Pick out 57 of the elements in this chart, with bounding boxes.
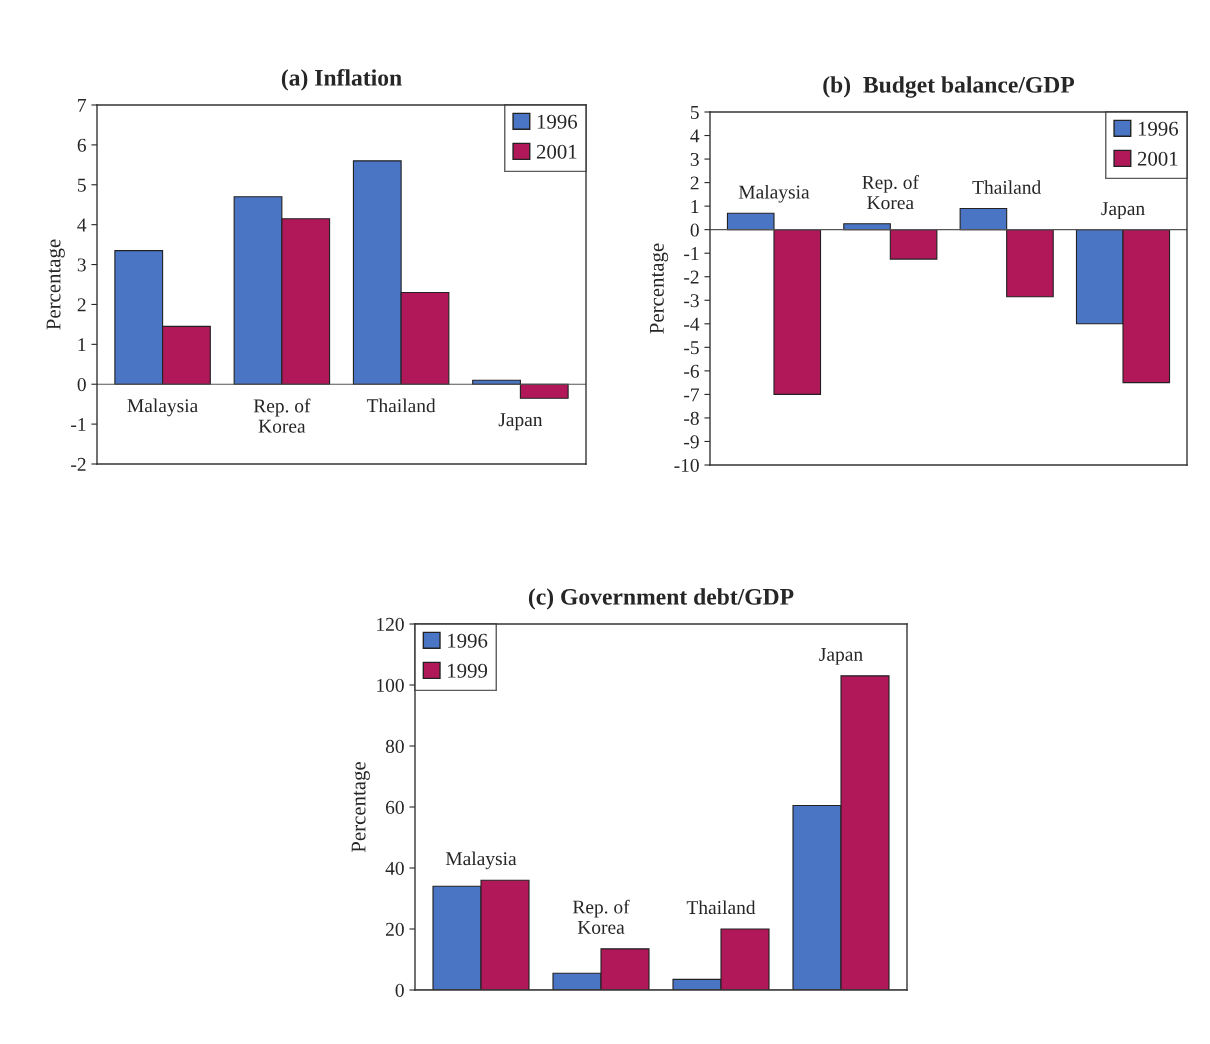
y-tick-label: 5 [77,178,86,192]
legend-label: 2001 [536,144,577,159]
x-tick-label: Rep. of Korea [253,398,311,433]
y-tick-label: 2 [690,176,699,190]
x-tick-label: Japan [498,413,543,431]
x-tick-label: Malaysia [127,398,198,417]
y-tick-label: 3 [690,152,699,166]
y-tick-label: 4 [77,218,87,232]
chart-title: (c) Government debt/GDP [528,588,794,610]
x-tick-label: Malaysia [445,851,517,870]
y-tick-label: -5 [684,341,699,355]
y-tick-label: -9 [684,435,699,449]
y-tick-label: 0 [395,983,404,997]
y-tick-label: -4 [684,317,700,331]
y-tick-label: -2 [71,457,86,471]
y-tick-label: 6 [77,138,86,152]
legend-label: 1999 [448,663,488,678]
y-tick-label: 120 [377,617,404,631]
y-tick-label: -2 [684,270,699,284]
y-tick-label: -7 [684,388,700,402]
y-tick-label: 20 [385,922,404,936]
y-axis-title: Percentage [46,239,65,330]
y-tick-label: 40 [385,861,404,875]
x-tick-label: Thailand [972,180,1041,194]
x-tick-label: Rep. of Korea [572,899,630,934]
legend-label: 2001 [1137,151,1178,166]
y-tick-label: -1 [71,418,86,431]
y-axis-title: Percentage [351,762,370,853]
y-tick-label: 0 [77,378,86,392]
y-axis-title: Percentage [649,243,669,334]
x-tick-label: Malaysia [738,184,810,203]
y-tick-label: -3 [684,294,699,308]
y-tick-label: 80 [385,739,404,753]
chart-title: (a) Inflation [281,68,402,91]
x-tick-label: Thailand [366,398,436,413]
y-tick-label: 1 [691,200,699,213]
y-tick-label: 1 [78,338,86,352]
y-tick-label: -1 [684,247,699,260]
y-tick-label: 5 [690,106,699,119]
y-tick-label: 4 [690,129,700,143]
x-tick-label: Thailand [686,900,756,915]
legend-label: 1996 [1138,121,1179,136]
x-tick-label: Japan [1101,202,1145,220]
x-tick-label: Rep. of Korea [862,175,919,210]
y-tick-label: -6 [684,364,699,378]
y-tick-label: -8 [684,411,699,425]
y-tick-label: 3 [77,258,86,272]
y-tick-label: 2 [77,298,86,312]
y-tick-label: -10 [674,458,699,472]
y-tick-label: 60 [385,800,404,814]
x-tick-label: Japan [819,648,863,665]
legend-label: 1996 [537,114,578,129]
y-tick-label: 7 [78,99,87,112]
y-tick-label: 100 [377,678,404,692]
chart-title: (b) Budget balance/GDP [823,76,1075,98]
y-tick-label: 0 [690,223,699,237]
legend-label: 1996 [448,633,488,648]
